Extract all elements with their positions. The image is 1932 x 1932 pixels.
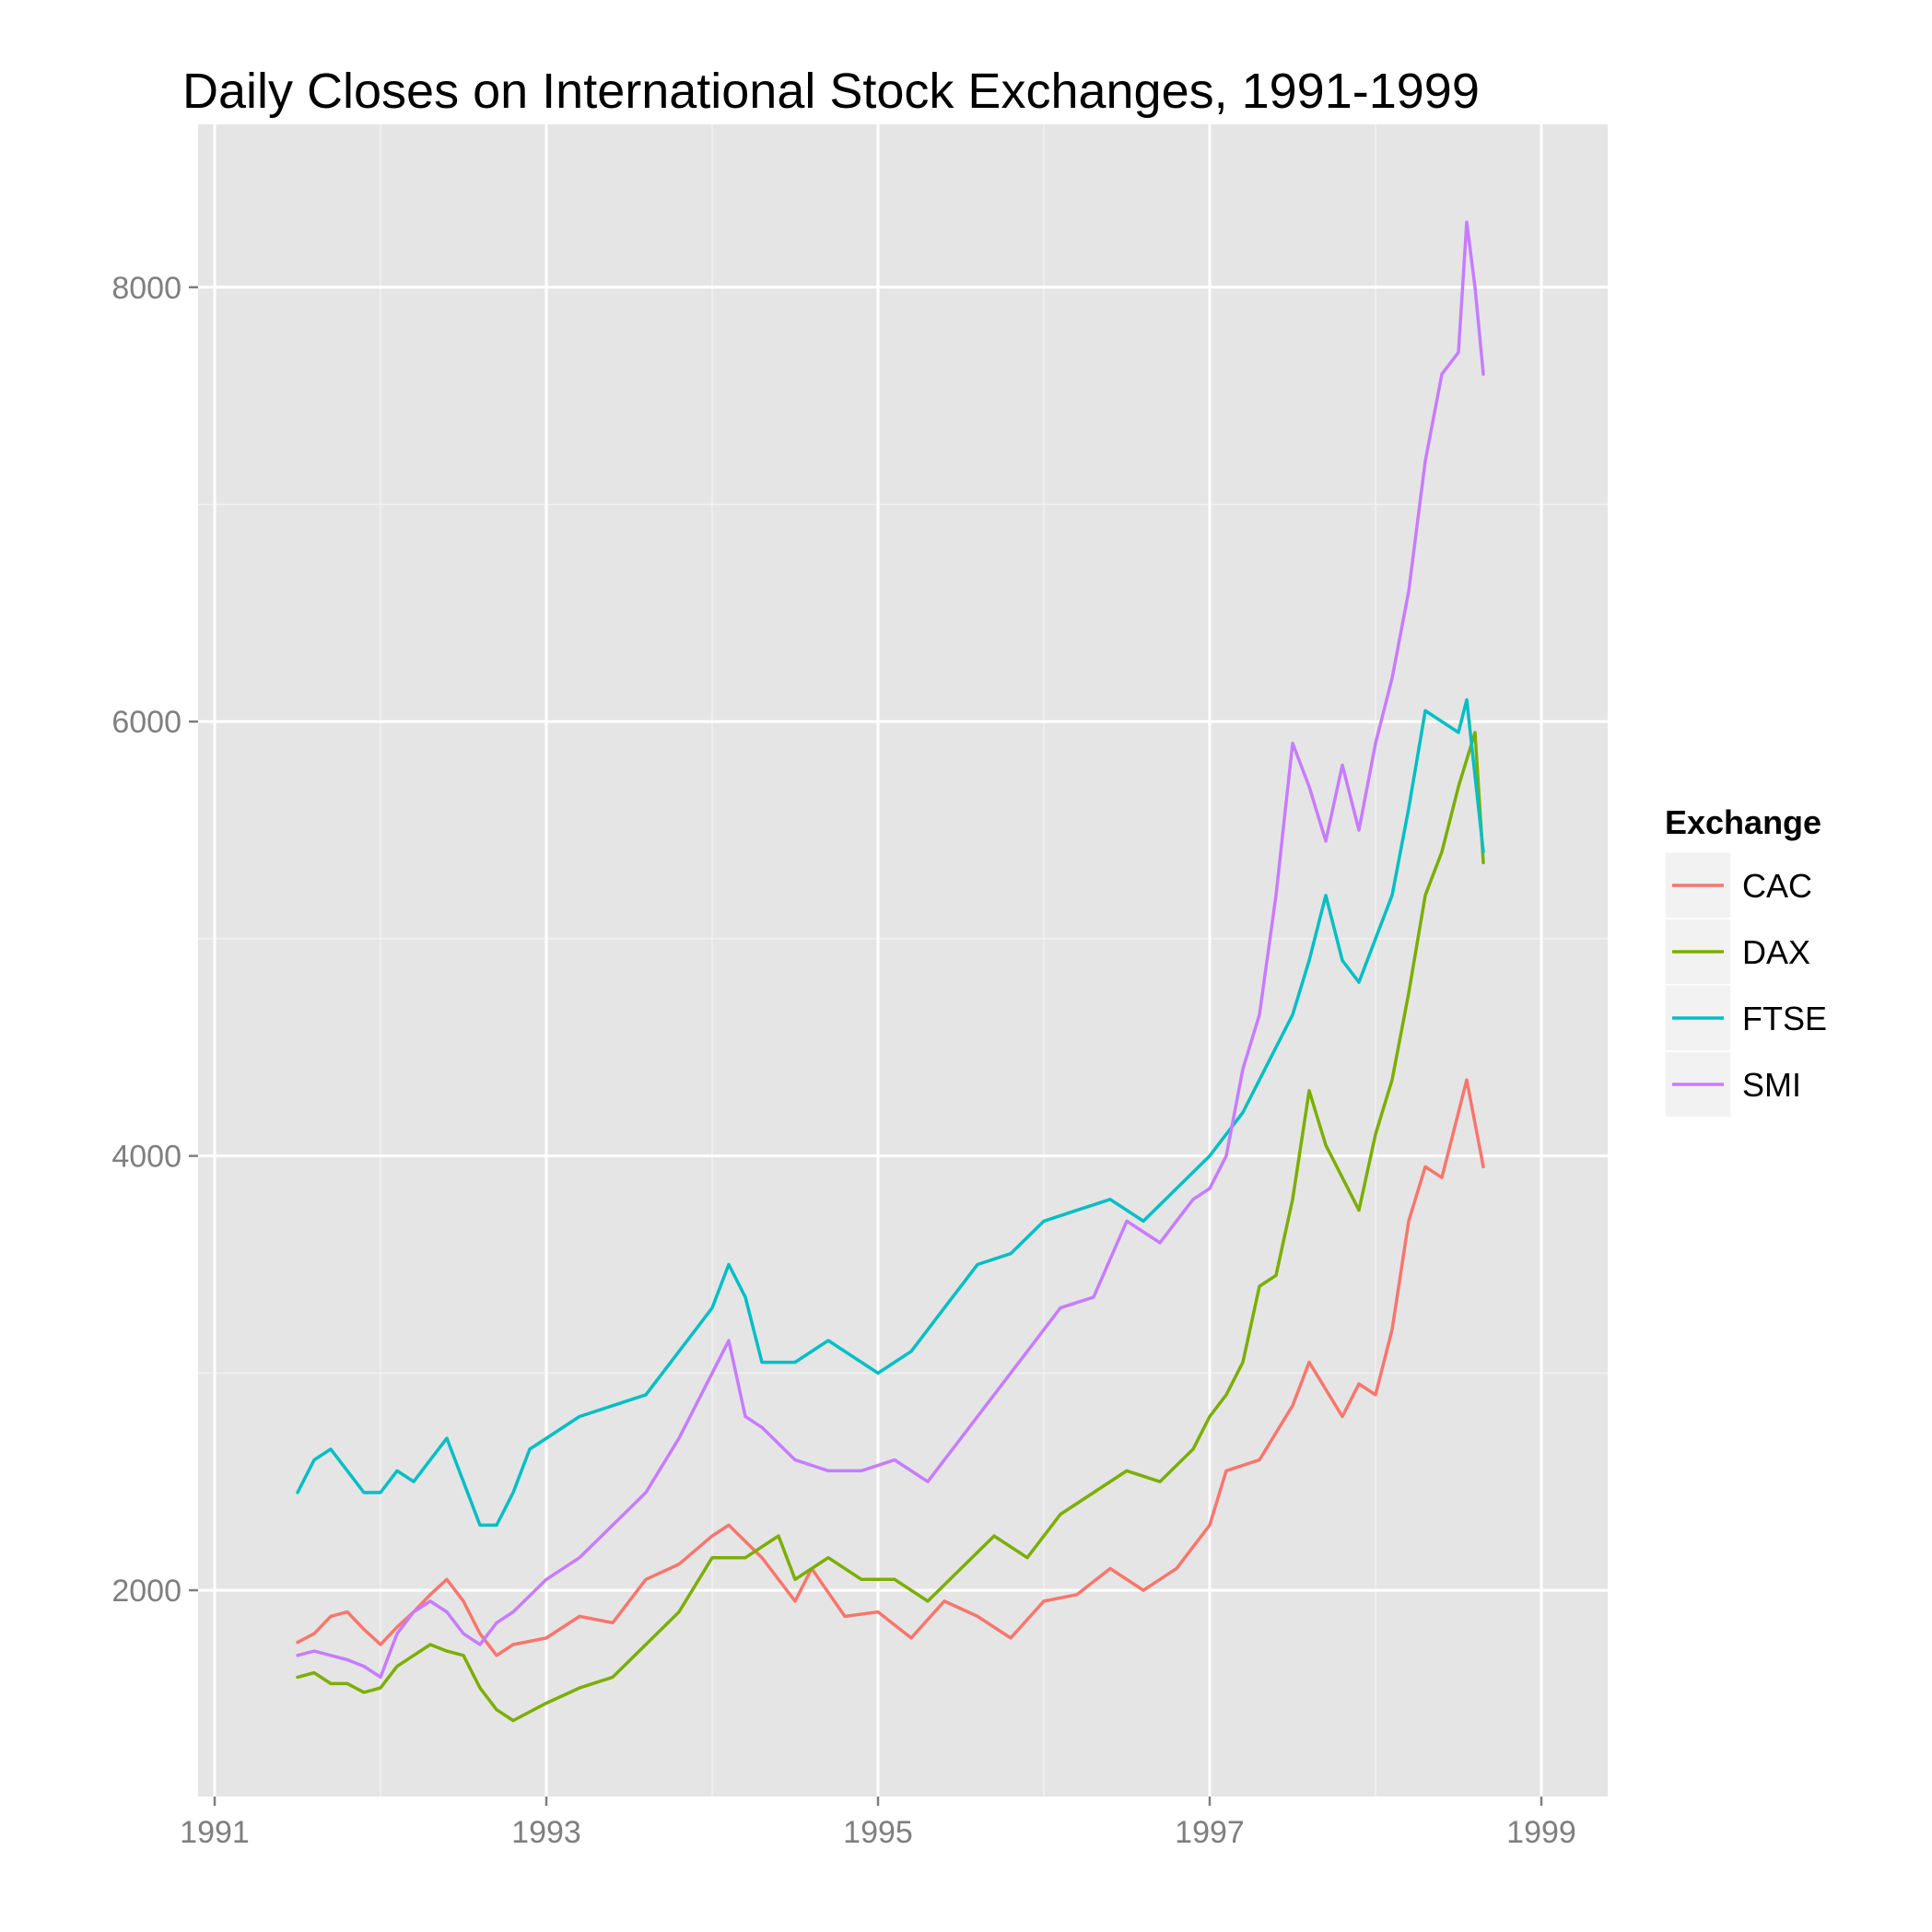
legend: Exchange CAC DAX FTSE SMI (1664, 803, 1827, 1118)
legend-label-ftse: FTSE (1742, 1000, 1827, 1037)
legend-label-cac: CAC (1742, 867, 1812, 905)
chart-title: Daily Closes on International Stock Exch… (182, 64, 1480, 119)
x-axis: 1991 1993 1995 1997 1999 (180, 1797, 1576, 1850)
series-line-dax (296, 731, 1485, 1723)
y-tick-label: 4000 (111, 1140, 181, 1175)
y-axis: 2000 4000 6000 8000 (111, 271, 198, 1609)
y-tick-label: 6000 (111, 705, 181, 740)
series-lines (296, 220, 1485, 1723)
legend-label-dax: DAX (1742, 933, 1810, 971)
series-line-ftse (296, 697, 1485, 1528)
y-tick-label: 2000 (111, 1574, 181, 1609)
x-tick-label: 1995 (843, 1815, 913, 1850)
plot-panel (198, 124, 1608, 1797)
legend-title: Exchange (1665, 803, 1821, 841)
y-tick-label: 8000 (111, 271, 181, 306)
legend-items: CAC DAX FTSE SMI (1664, 851, 1827, 1118)
x-tick-label: 1999 (1506, 1815, 1576, 1850)
x-tick-label: 1991 (180, 1815, 250, 1850)
x-tick-label: 1993 (511, 1815, 581, 1850)
series-line-cac (296, 1078, 1485, 1657)
series-line-smi (296, 220, 1485, 1680)
grid-lines (198, 124, 1608, 1797)
x-tick-label: 1997 (1175, 1815, 1245, 1850)
legend-label-smi: SMI (1742, 1066, 1801, 1104)
